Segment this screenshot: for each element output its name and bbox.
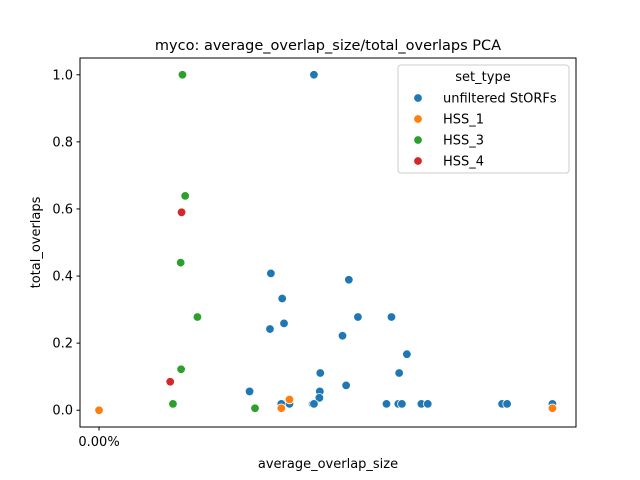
legend-marker	[414, 136, 423, 145]
data-point-hss-3	[177, 365, 186, 374]
y-axis-label: total_overlaps	[29, 196, 44, 288]
legend-label: HSS_4	[443, 155, 484, 170]
data-point-unfiltered-storfs	[342, 381, 351, 390]
x-axis-label: average_overlap_size	[258, 457, 398, 472]
data-point-hss-1	[277, 404, 286, 413]
data-point-unfiltered-storfs	[345, 275, 354, 284]
data-point-hss-3	[178, 70, 187, 79]
data-point-unfiltered-storfs	[310, 400, 319, 409]
data-point-hss-3	[181, 192, 190, 201]
data-point-unfiltered-storfs	[503, 400, 512, 409]
data-point-hss-1	[285, 395, 294, 404]
data-point-unfiltered-storfs	[338, 331, 347, 340]
data-point-hss-1	[95, 406, 104, 415]
data-point-hss-4	[166, 377, 175, 386]
legend: set_type unfiltered StORFs HSS_1 HSS_3 HSS_…	[398, 65, 569, 173]
data-point-unfiltered-storfs	[310, 70, 319, 79]
legend-title: set_type	[455, 70, 510, 85]
legend-label: HSS_3	[443, 134, 484, 149]
data-point-hss-3	[169, 400, 178, 409]
legend-label: HSS_1	[443, 113, 484, 128]
y-tick-label: 0.6	[52, 202, 73, 217]
legend-label: unfiltered StORFs	[443, 92, 557, 107]
data-point-unfiltered-storfs	[423, 400, 432, 409]
data-point-unfiltered-storfs	[398, 400, 407, 409]
y-tick-label: 0.2	[52, 337, 73, 352]
data-point-unfiltered-storfs	[245, 387, 254, 396]
data-point-unfiltered-storfs	[278, 294, 287, 303]
legend-marker	[414, 157, 423, 166]
data-point-hss-1	[548, 404, 557, 413]
data-point-unfiltered-storfs	[266, 325, 275, 334]
data-point-hss-3	[193, 313, 202, 322]
data-point-unfiltered-storfs	[382, 400, 391, 409]
y-tick-label: 0.8	[52, 135, 73, 150]
data-point-unfiltered-storfs	[267, 269, 276, 278]
legend-marker	[414, 94, 423, 103]
y-tick-label: 1.0	[52, 68, 73, 83]
data-point-unfiltered-storfs	[387, 313, 396, 322]
data-point-hss-3	[251, 404, 260, 413]
data-point-unfiltered-storfs	[403, 350, 412, 359]
legend-marker	[414, 115, 423, 124]
data-point-unfiltered-storfs	[316, 369, 325, 378]
data-point-unfiltered-storfs	[280, 319, 289, 328]
y-tick-label: 0.4	[52, 270, 73, 285]
data-point-unfiltered-storfs	[354, 313, 363, 322]
chart-title: myco: average_overlap_size/total_overlap…	[155, 38, 501, 54]
data-point-unfiltered-storfs	[395, 369, 404, 378]
y-tick-label: 0.0	[52, 404, 73, 419]
data-point-hss-3	[176, 258, 185, 267]
x-tick-label: 0.00%	[78, 435, 119, 450]
data-point-hss-4	[177, 208, 186, 217]
